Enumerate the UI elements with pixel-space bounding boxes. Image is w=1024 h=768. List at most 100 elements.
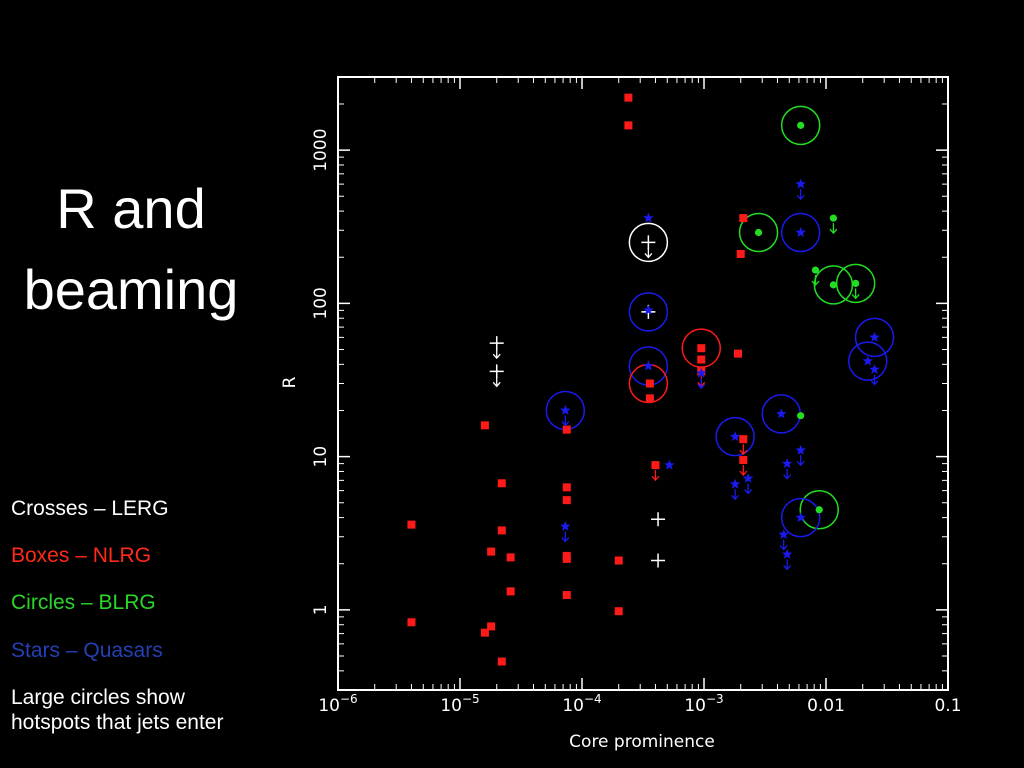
upper-limit-arrow xyxy=(779,539,788,551)
upper-limit-arrow xyxy=(561,415,570,427)
upper-limit-arrow xyxy=(697,378,706,390)
nlrg-box-point xyxy=(624,121,633,130)
nlrg-box-point xyxy=(739,214,748,223)
nlrg-box-point xyxy=(697,344,706,353)
y-tick-label: 1 xyxy=(311,604,331,615)
lerg-cross-point xyxy=(651,512,666,527)
quasar-star-point xyxy=(729,431,741,442)
upper-limit-arrow xyxy=(796,189,805,201)
nlrg-box-point xyxy=(497,526,506,535)
slide-title-line2: beaming xyxy=(23,258,239,322)
upper-limit-arrow xyxy=(870,374,879,386)
series-qso xyxy=(560,178,880,571)
quasar-star-point xyxy=(643,212,654,223)
upper-limit-arrow xyxy=(783,559,792,571)
y-axis-title: R xyxy=(280,376,300,388)
slide-title-line1: R and xyxy=(56,177,206,240)
nlrg-box-point xyxy=(734,349,743,358)
upper-limit-arrow xyxy=(851,288,860,300)
x-tick-label: 0.1 xyxy=(934,696,961,716)
hotspot-circle xyxy=(780,105,821,146)
quasar-star-point xyxy=(742,473,754,483)
legend: Crosses – LERG Boxes – NLRG Circles – BL… xyxy=(11,496,311,735)
nlrg-box-point xyxy=(506,553,515,562)
upper-limit-arrow xyxy=(492,376,501,388)
nlrg-box-point xyxy=(497,657,506,666)
nlrg-box-point xyxy=(562,591,571,600)
lerg-cross-point xyxy=(489,364,504,379)
hotspot-circle xyxy=(780,497,821,538)
nlrg-box-point xyxy=(407,520,416,529)
upper-limit-arrow xyxy=(739,465,748,477)
nlrg-box-point xyxy=(562,554,571,563)
hotspot-circle xyxy=(628,292,669,332)
x-tick-label: 10−3 xyxy=(684,692,723,716)
legend-note: Large circles show hotspots that jets en… xyxy=(11,685,311,735)
upper-limit-arrow xyxy=(739,444,748,456)
blrg-circle-point xyxy=(797,121,805,129)
y-tick-label: 10 xyxy=(311,446,331,468)
hotspot-circle xyxy=(799,490,839,530)
quasar-star-point xyxy=(781,548,793,559)
nlrg-box-point xyxy=(697,355,706,364)
nlrg-box-point xyxy=(739,456,748,465)
x-tick-label: 10−5 xyxy=(440,692,479,716)
nlrg-box-point xyxy=(487,547,496,556)
quasar-star-point xyxy=(795,444,806,455)
quasar-star-point xyxy=(795,227,806,237)
upper-limit-arrow xyxy=(811,275,820,287)
upper-limit-arrow xyxy=(644,247,653,259)
blrg-circle-point xyxy=(852,279,860,287)
lerg-cross-point xyxy=(489,336,504,351)
nlrg-box-point xyxy=(739,435,748,444)
x-axis-title: Core prominence xyxy=(569,732,715,752)
nlrg-box-point xyxy=(506,587,515,596)
quasar-star-point xyxy=(729,478,741,489)
nlrg-box-point xyxy=(651,461,660,470)
nlrg-box-point xyxy=(562,425,571,434)
quasar-star-point xyxy=(560,405,571,415)
blrg-circle-point xyxy=(797,412,805,420)
hotspot-circle xyxy=(628,222,669,263)
series-lerg xyxy=(489,235,666,568)
quasar-star-point xyxy=(781,458,793,469)
upper-limit-arrow xyxy=(783,468,792,480)
nlrg-box-point xyxy=(480,628,489,637)
legend-note-line2: hotspots that jets enter xyxy=(11,710,224,734)
upper-limit-arrow xyxy=(492,348,501,360)
upper-limit-arrow xyxy=(651,470,660,482)
nlrg-box-point xyxy=(487,622,496,631)
nlrg-box-point xyxy=(624,93,633,102)
quasar-star-point xyxy=(869,331,880,342)
nlrg-box-point xyxy=(497,479,506,488)
x-tick-label: 10−6 xyxy=(318,692,357,716)
y-tick-label: 100 xyxy=(311,287,331,319)
quasar-star-point xyxy=(664,459,675,470)
nlrg-box-point xyxy=(562,496,571,505)
series-nlrg xyxy=(407,93,748,666)
quasar-star-point xyxy=(869,364,880,374)
nlrg-box-point xyxy=(614,607,623,616)
lerg-cross-point xyxy=(651,553,666,568)
quasar-star-point xyxy=(778,529,789,539)
upper-limit-arrow xyxy=(796,455,805,467)
quasar-star-point xyxy=(643,360,654,371)
blrg-circle-point xyxy=(811,266,820,274)
quasar-star-point xyxy=(696,367,707,378)
hotspot-circle xyxy=(715,416,755,457)
nlrg-box-point xyxy=(407,618,416,627)
upper-limit-arrow xyxy=(561,531,570,543)
legend-nlrg: Boxes – NLRG xyxy=(11,544,152,568)
legend-blrg: Circles – BLRG xyxy=(11,591,156,615)
nlrg-box-point xyxy=(645,379,654,388)
legend-lerg: Crosses – LERG xyxy=(11,497,169,520)
hotspot-circle xyxy=(681,328,722,368)
hotspot-circles xyxy=(545,105,895,538)
quasar-star-point xyxy=(862,355,873,366)
blrg-circle-point xyxy=(829,281,838,289)
y-tick-label: 1000 xyxy=(311,128,331,171)
series-blrg xyxy=(754,121,860,514)
hotspot-circle xyxy=(738,212,779,253)
upper-limit-arrow xyxy=(829,223,838,235)
